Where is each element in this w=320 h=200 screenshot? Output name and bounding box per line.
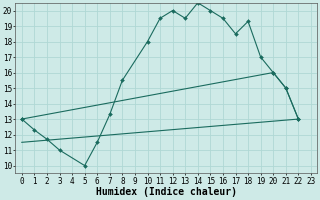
X-axis label: Humidex (Indice chaleur): Humidex (Indice chaleur)	[96, 187, 237, 197]
